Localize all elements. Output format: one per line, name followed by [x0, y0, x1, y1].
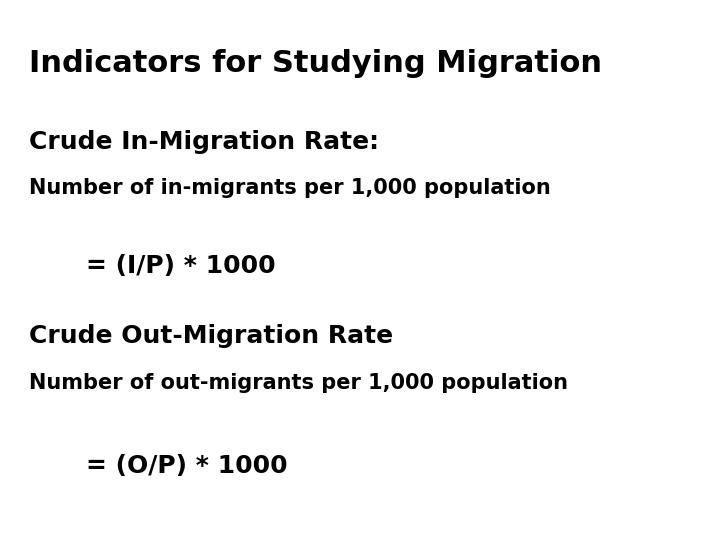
Text: Indicators for Studying Migration: Indicators for Studying Migration	[29, 49, 602, 78]
Text: = (O/P) * 1000: = (O/P) * 1000	[86, 454, 288, 477]
Text: = (I/P) * 1000: = (I/P) * 1000	[86, 254, 276, 278]
Text: Crude Out-Migration Rate: Crude Out-Migration Rate	[29, 324, 393, 348]
Text: Number of out-migrants per 1,000 population: Number of out-migrants per 1,000 populat…	[29, 373, 568, 393]
Text: Number of in-migrants per 1,000 population: Number of in-migrants per 1,000 populati…	[29, 178, 551, 198]
Text: Crude In-Migration Rate:: Crude In-Migration Rate:	[29, 130, 379, 153]
